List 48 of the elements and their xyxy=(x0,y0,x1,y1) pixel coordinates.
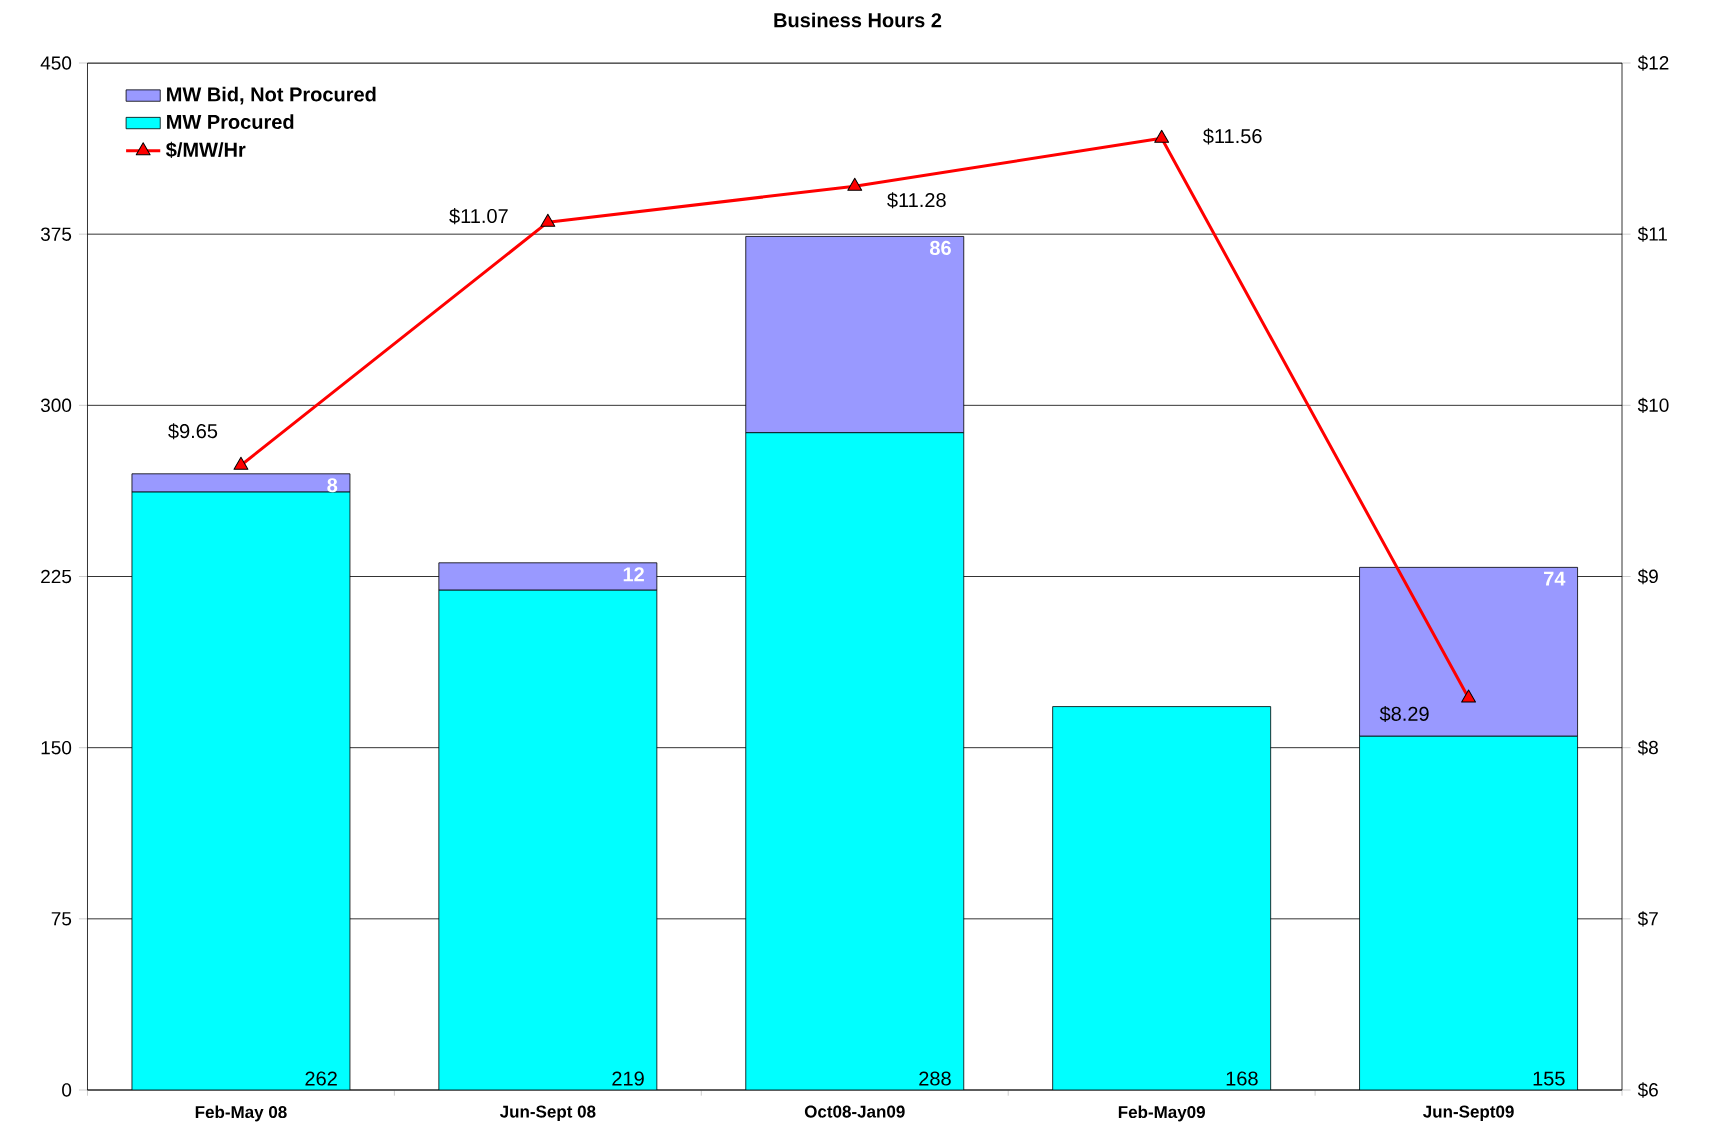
data-label: 74 xyxy=(1544,571,1566,586)
bar xyxy=(438,589,658,1090)
data-label: 219 xyxy=(612,1071,644,1086)
bar xyxy=(1052,706,1272,1090)
y2-tick-label: $8 xyxy=(1637,739,1658,756)
legend-label: $/MW/Hr xyxy=(165,141,246,159)
data-label: 12 xyxy=(623,567,644,582)
data-label: 262 xyxy=(305,1071,337,1086)
y-tick-label: 375 xyxy=(40,227,72,241)
data-label: $11.07 xyxy=(449,208,508,225)
y2-tick-label: $7 xyxy=(1637,911,1658,927)
point xyxy=(233,456,249,470)
point xyxy=(1154,129,1170,143)
data-label: 86 xyxy=(930,240,951,255)
data-label: 8 xyxy=(327,478,338,493)
data-label: 155 xyxy=(1533,1071,1565,1086)
y2-tick-label: $10 xyxy=(1637,397,1669,414)
bar xyxy=(438,562,658,591)
y2-tick-label: $11 xyxy=(1637,226,1667,242)
y-tick-label: 75 xyxy=(51,912,72,926)
x-tick-label: Feb-May 08 xyxy=(195,1105,287,1122)
point xyxy=(847,177,863,191)
point xyxy=(1461,689,1476,703)
x-tick-label: Jun-Sept 08 xyxy=(499,1105,596,1121)
bar xyxy=(1359,735,1578,1090)
data-label: 168 xyxy=(1226,1071,1258,1086)
x-tick-label: Jun-Sept09 xyxy=(1423,1105,1514,1121)
x-tick-label: Feb-May09 xyxy=(1118,1105,1205,1122)
point xyxy=(540,213,556,227)
y-tick-label: 300 xyxy=(40,398,72,413)
legend-label: MW Procured xyxy=(167,114,294,129)
y2-tick-label: $6 xyxy=(1637,1082,1658,1098)
data-label: 288 xyxy=(919,1071,951,1086)
data-label: $11.56 xyxy=(1203,128,1262,145)
data-label: $11.28 xyxy=(887,192,946,209)
y-tick-label: 225 xyxy=(41,569,72,584)
bar xyxy=(745,432,965,1090)
x-tick-label: Oct08-Jan09 xyxy=(804,1105,905,1118)
legend-label: MW Bid, Not Procured xyxy=(167,86,376,105)
data-label: $8.29 xyxy=(1379,705,1429,723)
chart-title: Business Hours 2 xyxy=(774,12,942,28)
y2-tick-label: $12 xyxy=(1637,55,1669,71)
y-tick-label: 450 xyxy=(40,56,72,70)
data-label: $9.65 xyxy=(168,423,218,440)
y2-tick-label: $9 xyxy=(1637,568,1658,585)
y-tick-label: 0 xyxy=(62,1083,72,1097)
y-tick-label: 150 xyxy=(41,740,72,755)
bar xyxy=(131,491,351,1090)
